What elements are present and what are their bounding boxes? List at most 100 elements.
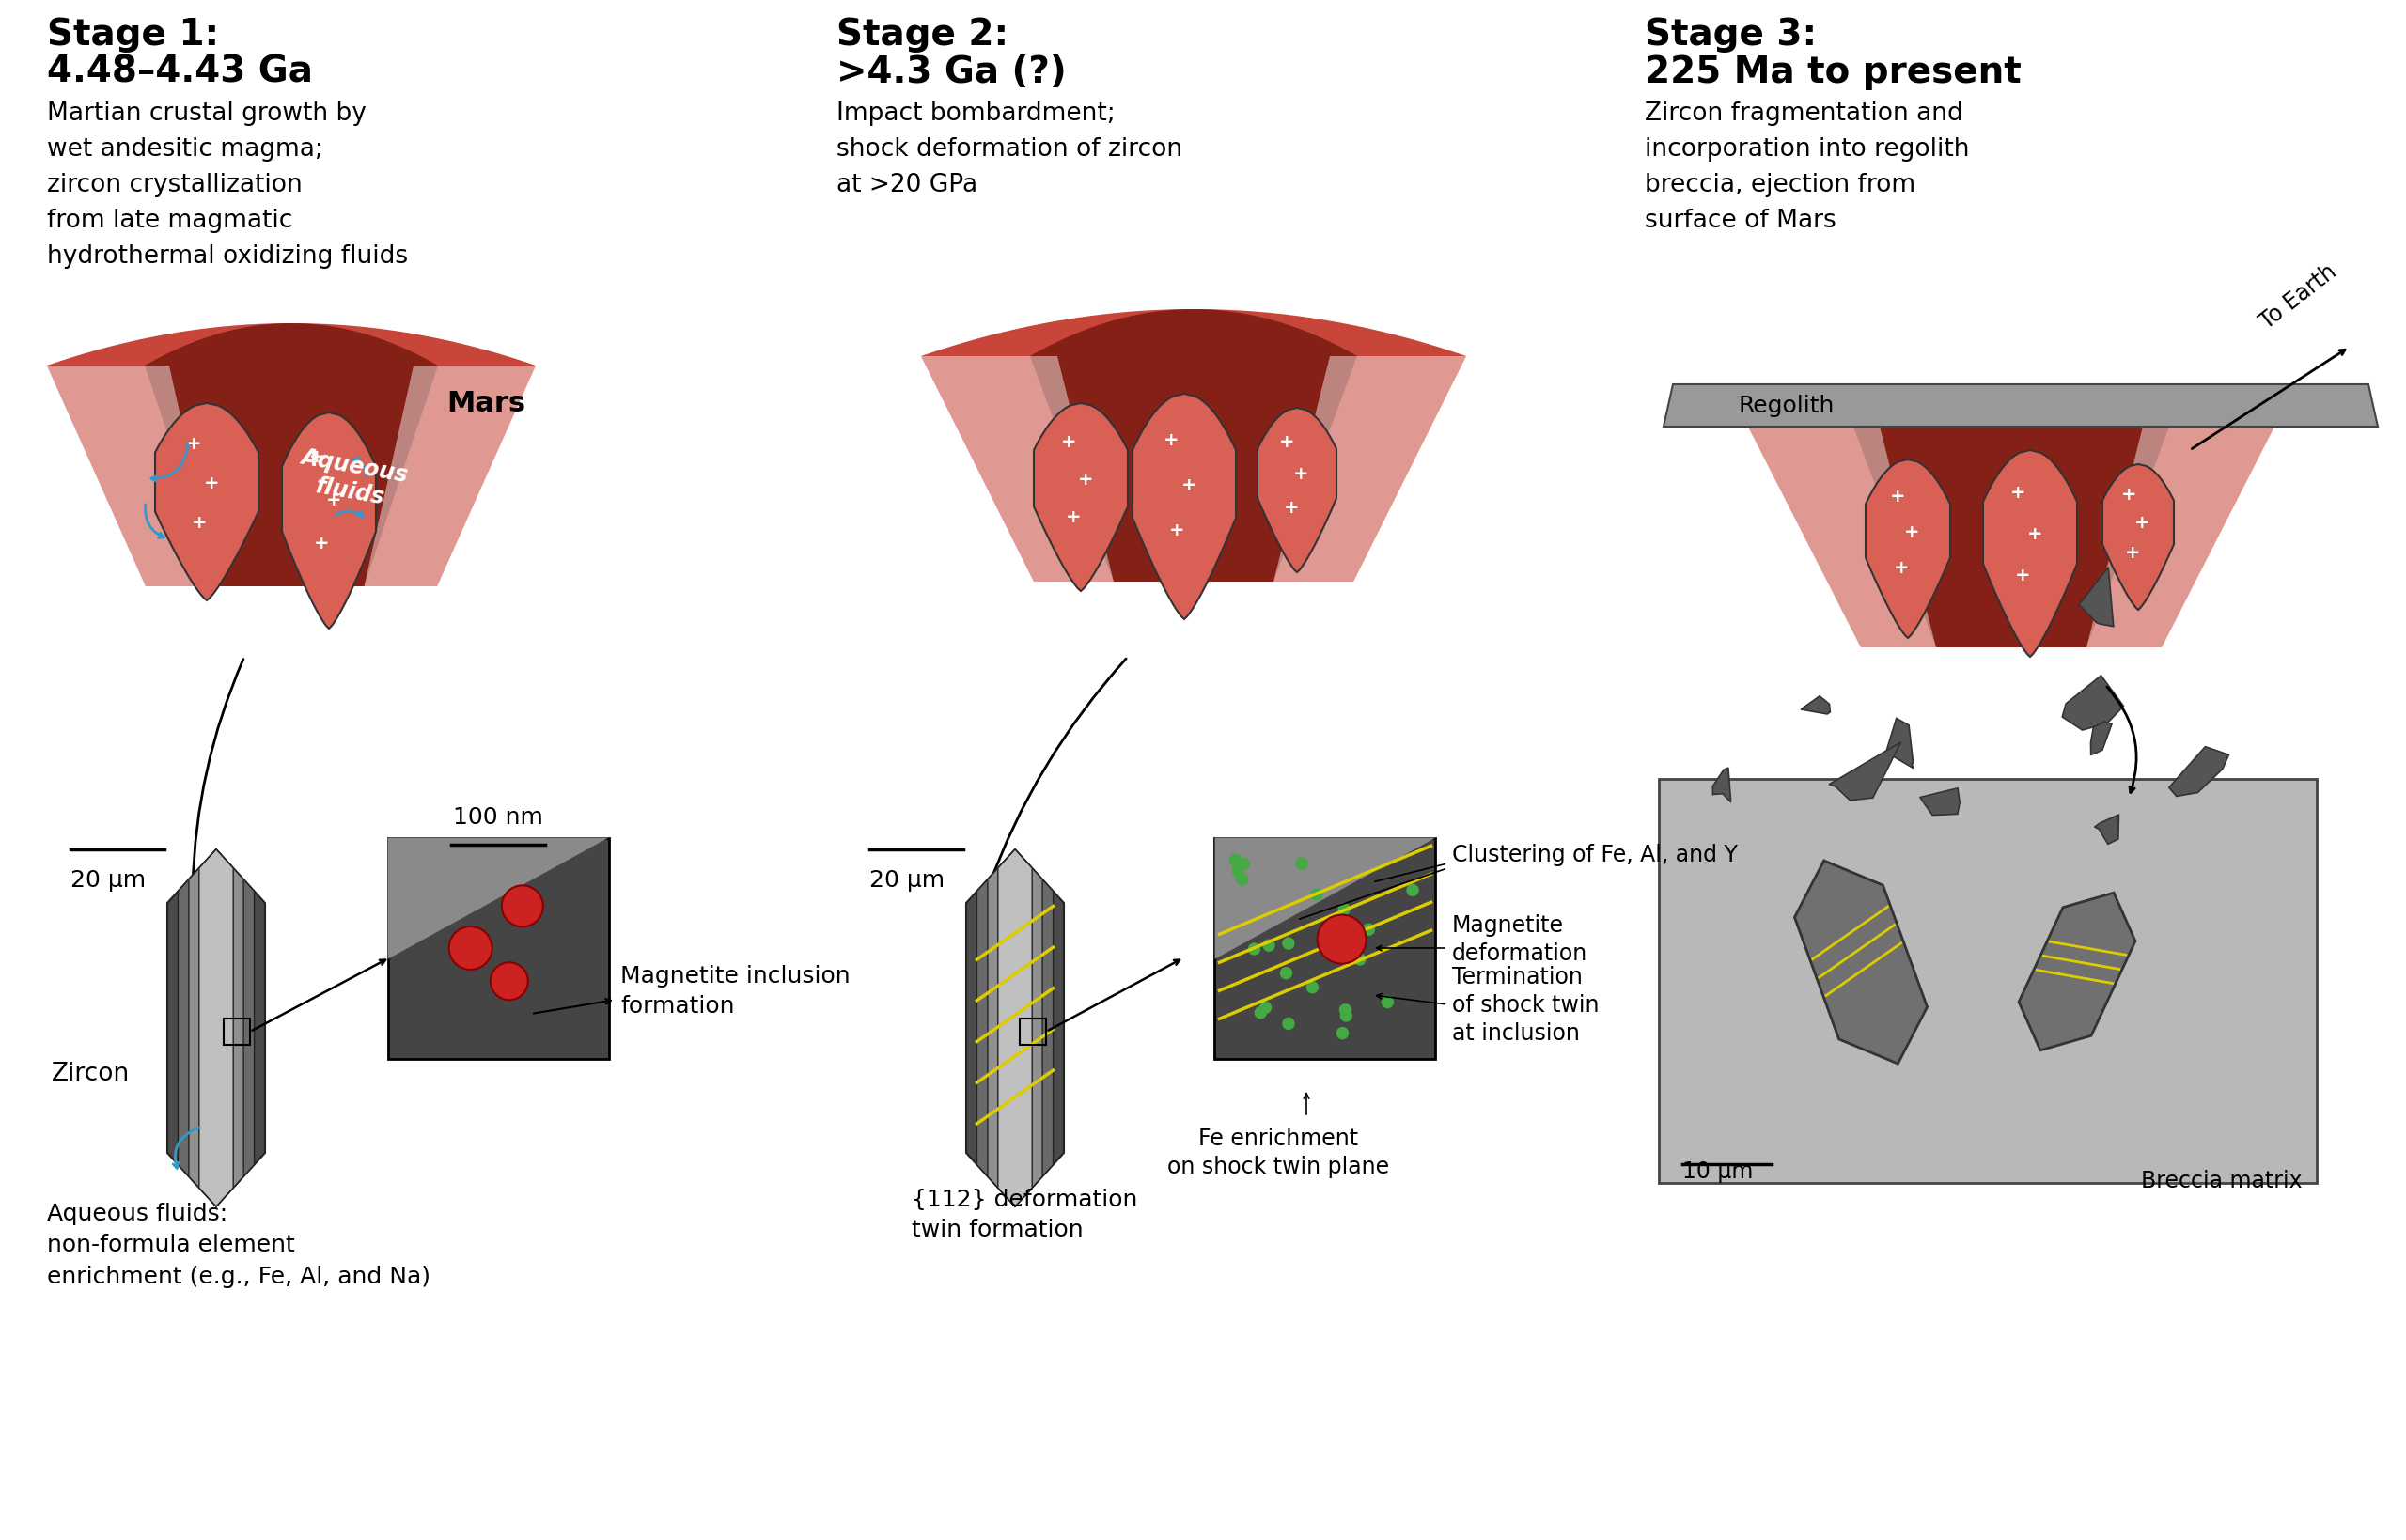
Bar [387,838,609,1060]
Text: +: + [1061,433,1078,450]
Circle shape [1249,944,1261,955]
Circle shape [450,927,493,970]
Bar [1020,1019,1047,1046]
Circle shape [1306,983,1318,993]
Polygon shape [1713,768,1730,802]
Text: Zircon: Zircon [51,1061,130,1086]
Text: +: + [2124,544,2141,561]
Polygon shape [986,850,1042,1207]
Circle shape [1297,858,1306,870]
Text: 20 μm: 20 μm [70,869,147,892]
Text: +: + [1169,521,1184,539]
Polygon shape [2096,815,2120,844]
Polygon shape [48,367,219,587]
Circle shape [1263,939,1275,952]
Circle shape [1355,953,1367,966]
Text: +: + [1066,508,1083,525]
Text: +: + [2016,565,2031,584]
Text: +: + [1280,433,1294,450]
Circle shape [1318,915,1367,964]
Text: +: + [1181,476,1198,493]
Text: Aqueous
fluids: Aqueous fluids [296,445,409,513]
Text: +: + [1906,522,1920,541]
Polygon shape [977,850,1054,1207]
Polygon shape [1030,310,1357,582]
Text: +: + [1292,465,1309,484]
Circle shape [1381,996,1393,1009]
Polygon shape [200,850,233,1207]
Polygon shape [2091,722,2112,756]
Circle shape [1237,859,1249,870]
Polygon shape [921,357,1114,582]
Text: 4.48–4.43 Ga: 4.48–4.43 Ga [48,54,313,91]
Text: 225 Ma to present: 225 Ma to present [1646,54,2021,91]
Text: 20 μm: 20 μm [869,869,946,892]
Polygon shape [1258,408,1335,573]
Circle shape [1408,885,1417,896]
Text: Impact bombardment;
shock deformation of zircon
at >20 GPa: Impact bombardment; shock deformation of… [837,102,1181,197]
Polygon shape [1983,451,2076,658]
Polygon shape [1795,861,1927,1064]
Polygon shape [1829,742,1901,801]
Text: +: + [1165,431,1179,448]
Circle shape [1256,1007,1266,1018]
Text: +: + [2026,525,2043,542]
Text: Magnetite inclusion
formation: Magnetite inclusion formation [621,964,849,1016]
Polygon shape [48,323,537,587]
Circle shape [1229,855,1241,865]
Text: Termination
of shock twin
at inclusion: Termination of shock twin at inclusion [1453,966,1600,1044]
Polygon shape [1800,696,1831,715]
Polygon shape [2168,747,2228,796]
Polygon shape [921,310,1465,582]
Polygon shape [1749,390,2274,648]
Polygon shape [168,850,265,1207]
Text: 10 μm: 10 μm [1682,1160,1754,1183]
Text: +: + [1889,487,1906,505]
Text: Stage 3:: Stage 3: [1646,17,1817,52]
Circle shape [1340,1010,1352,1021]
Text: +: + [310,448,325,465]
Text: +: + [1282,497,1299,516]
Bar [1658,779,2317,1183]
Circle shape [1340,1004,1352,1016]
Polygon shape [282,413,375,630]
Circle shape [491,962,527,1001]
Text: +: + [2134,514,2149,531]
Circle shape [1282,938,1294,949]
Circle shape [1261,1003,1270,1013]
Text: 100 nm: 100 nm [452,805,544,829]
Polygon shape [2086,427,2274,648]
Text: Aqueous fluids:
non-formula element
enrichment (e.g., Fe, Al, and Na): Aqueous fluids: non-formula element enri… [48,1201,431,1287]
Circle shape [1364,924,1374,935]
Polygon shape [2062,676,2124,730]
Circle shape [1338,904,1350,915]
Polygon shape [2019,893,2134,1050]
Text: Stage 1:: Stage 1: [48,17,219,52]
Polygon shape [967,850,1063,1207]
Bar [224,1019,250,1046]
Text: Mars: Mars [448,390,525,417]
Polygon shape [1865,460,1951,639]
Polygon shape [998,850,1032,1207]
Polygon shape [1920,788,1961,816]
Polygon shape [1663,385,2377,427]
Circle shape [1338,1027,1347,1040]
Polygon shape [2103,465,2175,610]
Polygon shape [1133,394,1237,619]
Circle shape [1280,967,1292,979]
Text: +: + [325,491,342,508]
Circle shape [1311,889,1323,901]
Text: Stage 2:: Stage 2: [837,17,1008,52]
Polygon shape [363,367,537,587]
Text: Zircon fragmentation and
incorporation into regolith
breccia, ejection from
surf: Zircon fragmentation and incorporation i… [1646,102,1971,233]
Text: Clustering of Fe, Al, and Y: Clustering of Fe, Al, and Y [1453,844,1737,865]
Polygon shape [1886,719,1913,768]
Text: {112} deformation
twin formation: {112} deformation twin formation [912,1187,1138,1240]
Text: +: + [185,434,202,453]
Text: Fe enrichment
on shock twin plane: Fe enrichment on shock twin plane [1167,1127,1388,1177]
Polygon shape [178,850,255,1207]
Polygon shape [188,850,243,1207]
Text: +: + [205,474,219,491]
Text: +: + [190,513,207,531]
Polygon shape [1853,390,2170,648]
